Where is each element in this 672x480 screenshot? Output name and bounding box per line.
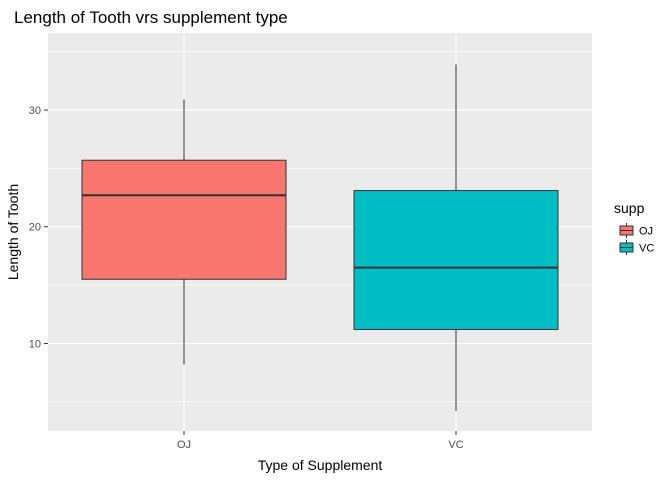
- y-tick-label: 10: [29, 338, 41, 350]
- x-tick-label: VC: [448, 439, 463, 451]
- y-tick-label: 20: [29, 222, 41, 234]
- x-tick-label: OJ: [177, 439, 191, 451]
- legend-item-vc: VC: [619, 240, 654, 255]
- legend: supp OJ VC: [614, 200, 654, 255]
- y-axis-ticks: 10 20 30: [29, 105, 48, 350]
- legend-item-oj: OJ: [619, 223, 653, 238]
- box-vc: [353, 64, 559, 412]
- legend-label: VC: [639, 243, 654, 255]
- box-iqr: [81, 159, 287, 280]
- x-axis-ticks: OJ VC: [177, 431, 464, 451]
- legend-label: OJ: [639, 226, 653, 238]
- chart-title: Length of Tooth vrs supplement type: [14, 8, 288, 27]
- y-tick-label: 30: [29, 105, 41, 117]
- legend-title: supp: [614, 200, 645, 216]
- box-iqr: [353, 190, 559, 330]
- box-series: [81, 64, 559, 412]
- y-axis-title: Length of Tooth: [5, 184, 21, 280]
- x-axis-title: Type of Supplement: [258, 457, 383, 473]
- box-oj: [81, 99, 287, 365]
